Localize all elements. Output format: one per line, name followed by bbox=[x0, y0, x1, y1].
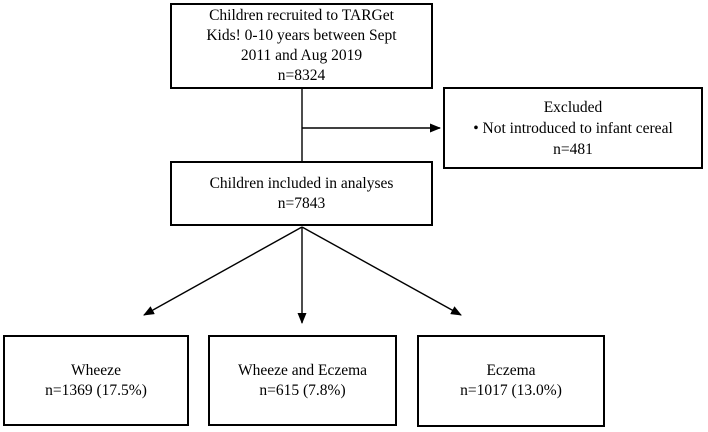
connector-arrow-to-eczema bbox=[301, 226, 462, 316]
box-eczema-count: n=1017 (13.0%) bbox=[460, 382, 562, 399]
connector-arrow-to-wheeze bbox=[143, 226, 303, 316]
box-included-line: Children included in analyses bbox=[209, 174, 394, 192]
box-included-count: n=7843 bbox=[277, 194, 326, 212]
box-excluded-title: Excluded bbox=[543, 98, 603, 116]
box-recruited-count: n=8324 bbox=[277, 67, 326, 84]
box-recruited-line: Kids! 0-10 years between Sept bbox=[206, 27, 397, 44]
box-wheeze-and-eczema-count: n=615 (7.8%) bbox=[259, 381, 346, 399]
box-wheeze: Wheeze n=1369 (17.5%) bbox=[3, 335, 189, 426]
box-recruited-line: 2011 and Aug 2019 bbox=[240, 47, 363, 64]
box-wheeze-and-eczema-title: Wheeze and Eczema bbox=[237, 361, 368, 379]
box-eczema-title: Eczema bbox=[486, 362, 536, 379]
box-eczema: Eczema n=1017 (13.0%) bbox=[417, 335, 605, 427]
box-excluded-count: n=481 bbox=[553, 140, 593, 158]
box-recruited-line: Children recruited to TARGet bbox=[209, 7, 394, 24]
box-included: Children included in analyses n=7843 bbox=[170, 161, 433, 226]
box-excluded-bullet-item: • Not introduced to infant cereal bbox=[473, 119, 673, 137]
box-recruited: Children recruited to TARGet Kids! 0-10 … bbox=[170, 3, 433, 89]
box-wheeze-title: Wheeze bbox=[71, 361, 121, 379]
box-excluded: Excluded • Not introduced to infant cere… bbox=[443, 87, 703, 169]
box-wheeze-and-eczema: Wheeze and Eczema n=615 (7.8%) bbox=[208, 335, 397, 426]
box-wheeze-count: n=1369 (17.5%) bbox=[45, 381, 147, 399]
